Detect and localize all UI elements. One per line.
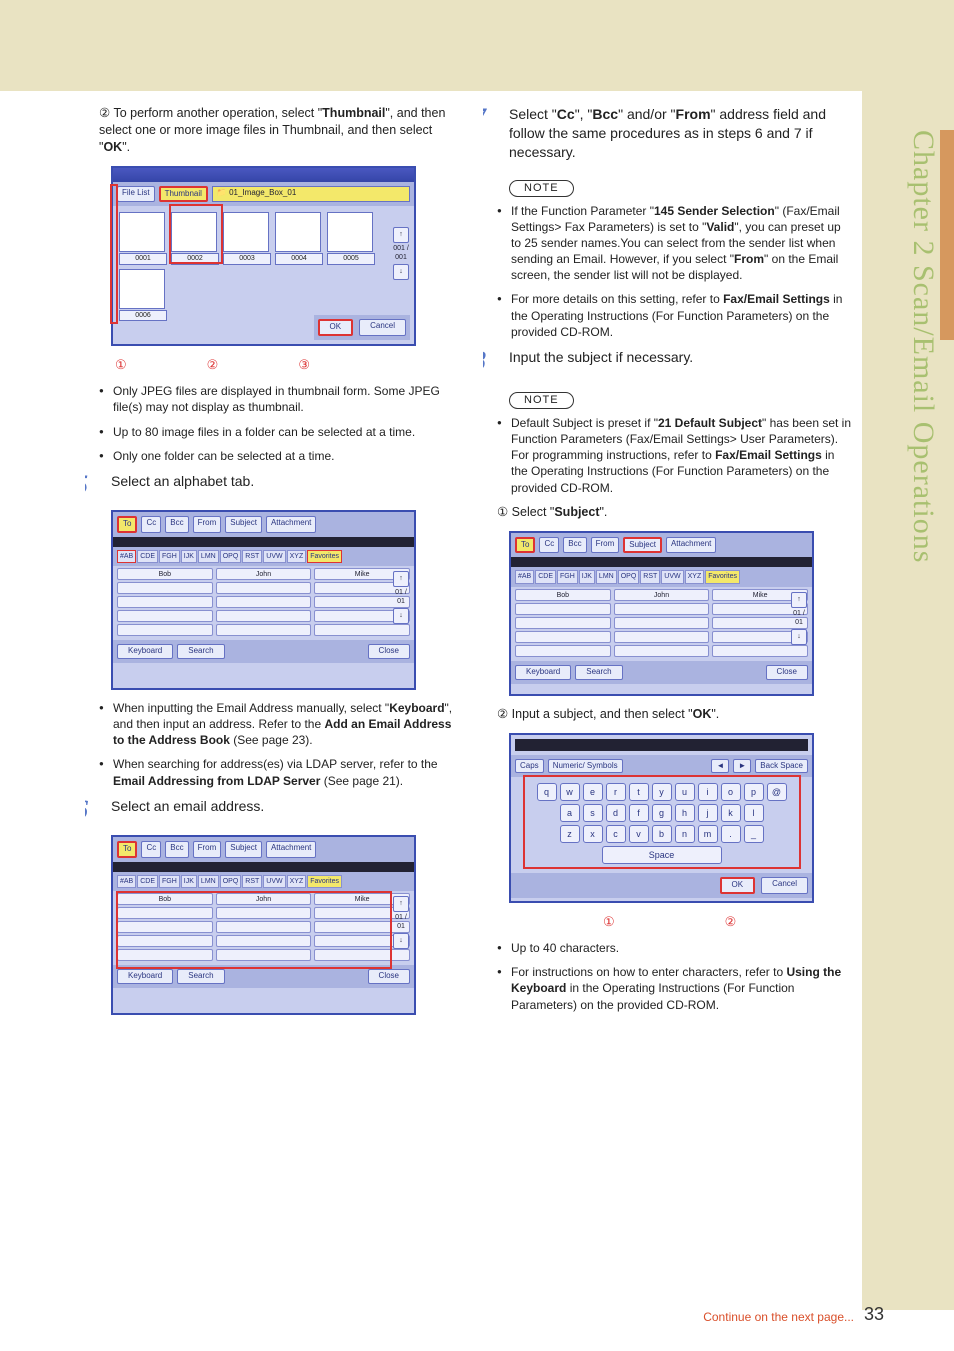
left-arrow-key[interactable]: ◄ [711, 759, 729, 774]
page-content: ② To perform another operation, select "… [85, 105, 860, 1025]
scroll-column: ↑ 01 / 01 ↓ [392, 570, 410, 625]
thumb-item[interactable]: 0005 [327, 212, 375, 264]
bullet: Only one folder can be selected at a tim… [113, 448, 455, 464]
from-tab[interactable]: From [193, 516, 222, 533]
bullet: Up to 80 image files in a folder can be … [113, 424, 455, 440]
attachment-tab[interactable]: Attachment [266, 516, 316, 533]
bcc-tab[interactable]: Bcc [165, 516, 188, 533]
continue-text: Continue on the next page... [703, 1310, 854, 1324]
callouts-thumbnail: ① ② ③ [115, 356, 455, 374]
bullet: Up to 40 characters. [511, 940, 853, 956]
chapter-tab [940, 130, 954, 340]
top-border [0, 0, 954, 91]
note-label: NOTE [509, 392, 574, 409]
thumb-item[interactable]: 0001 [119, 212, 167, 264]
note-bullet: Default Subject is preset if "21 Default… [511, 415, 853, 496]
thumbnail-tab[interactable]: Thumbnail [159, 186, 208, 203]
left-column: ② To perform another operation, select "… [85, 105, 455, 1025]
scroll-column: ↑ 001 / 001 ↓ [392, 226, 410, 281]
alpha-tabs: #AB CDE FGH IJK LMN OPQ RST UVW XYZ Favo… [113, 547, 414, 566]
cancel-button[interactable]: Cancel [359, 319, 406, 336]
step-7: 7 Select "Cc", "Bcc" and/or "From" addre… [483, 105, 853, 162]
right-column: 7 Select "Cc", "Bcc" and/or "From" addre… [483, 105, 853, 1025]
file-list-tab[interactable]: File List [117, 186, 155, 203]
note-bullet: If the Function Parameter "145 Sender Se… [511, 203, 853, 284]
scroll-down[interactable]: ↓ [393, 264, 409, 280]
callouts-keyboard: ① ② [603, 913, 853, 931]
bullet: For instructions on how to enter charact… [511, 964, 853, 1013]
right-arrow-key[interactable]: ► [733, 759, 751, 774]
page-number: 33 [864, 1304, 884, 1325]
cancel-button[interactable]: Cancel [761, 877, 808, 894]
thumb-item[interactable]: 0004 [275, 212, 323, 264]
ok-button[interactable]: OK [720, 877, 756, 894]
address-book-screenshot-2: To Cc Bcc From Subject Attachment #AB CD… [111, 835, 416, 1015]
thumbnail-screenshot: File List Thumbnail 📁 01_Image_Box_01 00… [111, 166, 416, 346]
substep-8-1: ① Select "Subject". [497, 504, 853, 521]
to-tab[interactable]: To [117, 516, 137, 533]
subject-tab-highlighted[interactable]: Subject [623, 537, 662, 554]
close-button[interactable]: Close [368, 644, 410, 659]
bullet: Only JPEG files are displayed in thumbna… [113, 383, 455, 415]
subject-tab[interactable]: Subject [225, 516, 262, 533]
thumbnail-grid: 0001 0002 0003 0004 0005 0006 [113, 206, 414, 327]
scroll-up[interactable]: ↑ [393, 227, 409, 243]
step-5: 5 Select an alphabet tab. [85, 472, 455, 498]
caps-key[interactable]: Caps [515, 759, 544, 774]
address-book-screenshot-1: To Cc Bcc From Subject Attachment #AB CD… [111, 510, 416, 690]
chapter-title: Chapter 2 Scan/Email Operations [890, 130, 940, 830]
keyboard-screenshot: Caps Numeric/ Symbols ◄ ► Back Space qwe… [509, 733, 814, 903]
note-bullet: For more details on this setting, refer … [511, 291, 853, 340]
bullet: When inputting the Email Address manuall… [113, 700, 455, 749]
folder-name: 📁 01_Image_Box_01 [212, 186, 410, 203]
substep-2: ② To perform another operation, select "… [99, 105, 455, 156]
thumb-item[interactable]: 0006 [119, 269, 167, 321]
step-8: 8 Input the subject if necessary. [483, 348, 853, 374]
backspace-key[interactable]: Back Space [755, 759, 808, 774]
cc-tab[interactable]: Cc [141, 516, 161, 533]
address-book-subject-screenshot: To Cc Bcc From Subject Attachment #AB CD… [509, 531, 814, 696]
thumb-item[interactable]: 0003 [223, 212, 271, 264]
note-label: NOTE [509, 180, 574, 197]
step-6: 6 Select an email address. [85, 797, 455, 823]
numsym-key[interactable]: Numeric/ Symbols [548, 759, 623, 774]
search-button[interactable]: Search [177, 644, 224, 659]
keyboard-button[interactable]: Keyboard [117, 644, 173, 659]
ok-button[interactable]: OK [318, 319, 354, 336]
bullet: When searching for address(es) via LDAP … [113, 756, 455, 788]
substep-8-2: ② Input a subject, and then select "OK". [497, 706, 853, 723]
